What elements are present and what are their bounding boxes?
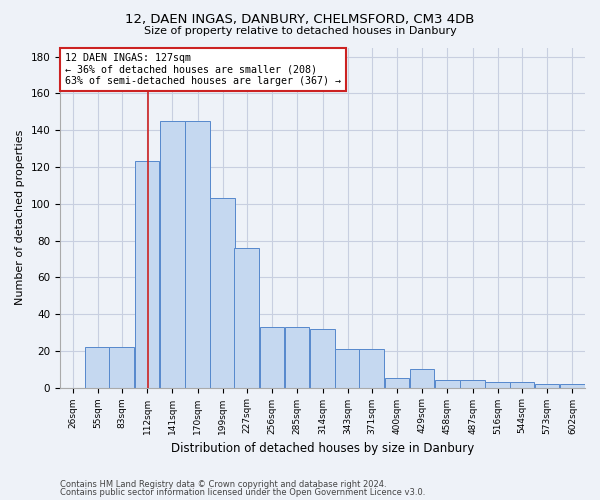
Y-axis label: Number of detached properties: Number of detached properties bbox=[15, 130, 25, 305]
Text: 12 DAEN INGAS: 127sqm
← 36% of detached houses are smaller (208)
63% of semi-det: 12 DAEN INGAS: 127sqm ← 36% of detached … bbox=[65, 52, 341, 86]
Bar bbox=[385, 378, 409, 388]
Bar bbox=[160, 121, 185, 388]
Bar bbox=[509, 382, 534, 388]
Bar bbox=[359, 349, 384, 388]
Bar bbox=[260, 327, 284, 388]
Text: Contains HM Land Registry data © Crown copyright and database right 2024.: Contains HM Land Registry data © Crown c… bbox=[60, 480, 386, 489]
Bar bbox=[285, 327, 310, 388]
Text: 12, DAEN INGAS, DANBURY, CHELMSFORD, CM3 4DB: 12, DAEN INGAS, DANBURY, CHELMSFORD, CM3… bbox=[125, 12, 475, 26]
Text: Contains public sector information licensed under the Open Government Licence v3: Contains public sector information licen… bbox=[60, 488, 425, 497]
Bar bbox=[535, 384, 559, 388]
Bar bbox=[435, 380, 460, 388]
Bar bbox=[485, 382, 510, 388]
Text: Size of property relative to detached houses in Danbury: Size of property relative to detached ho… bbox=[143, 26, 457, 36]
Bar bbox=[85, 347, 110, 388]
Bar bbox=[460, 380, 485, 388]
Bar bbox=[335, 349, 360, 388]
Bar bbox=[185, 121, 210, 388]
Bar bbox=[210, 198, 235, 388]
X-axis label: Distribution of detached houses by size in Danbury: Distribution of detached houses by size … bbox=[171, 442, 474, 455]
Bar bbox=[310, 328, 335, 388]
Bar bbox=[410, 369, 434, 388]
Bar bbox=[109, 347, 134, 388]
Bar bbox=[134, 162, 160, 388]
Bar bbox=[235, 248, 259, 388]
Bar bbox=[560, 384, 584, 388]
